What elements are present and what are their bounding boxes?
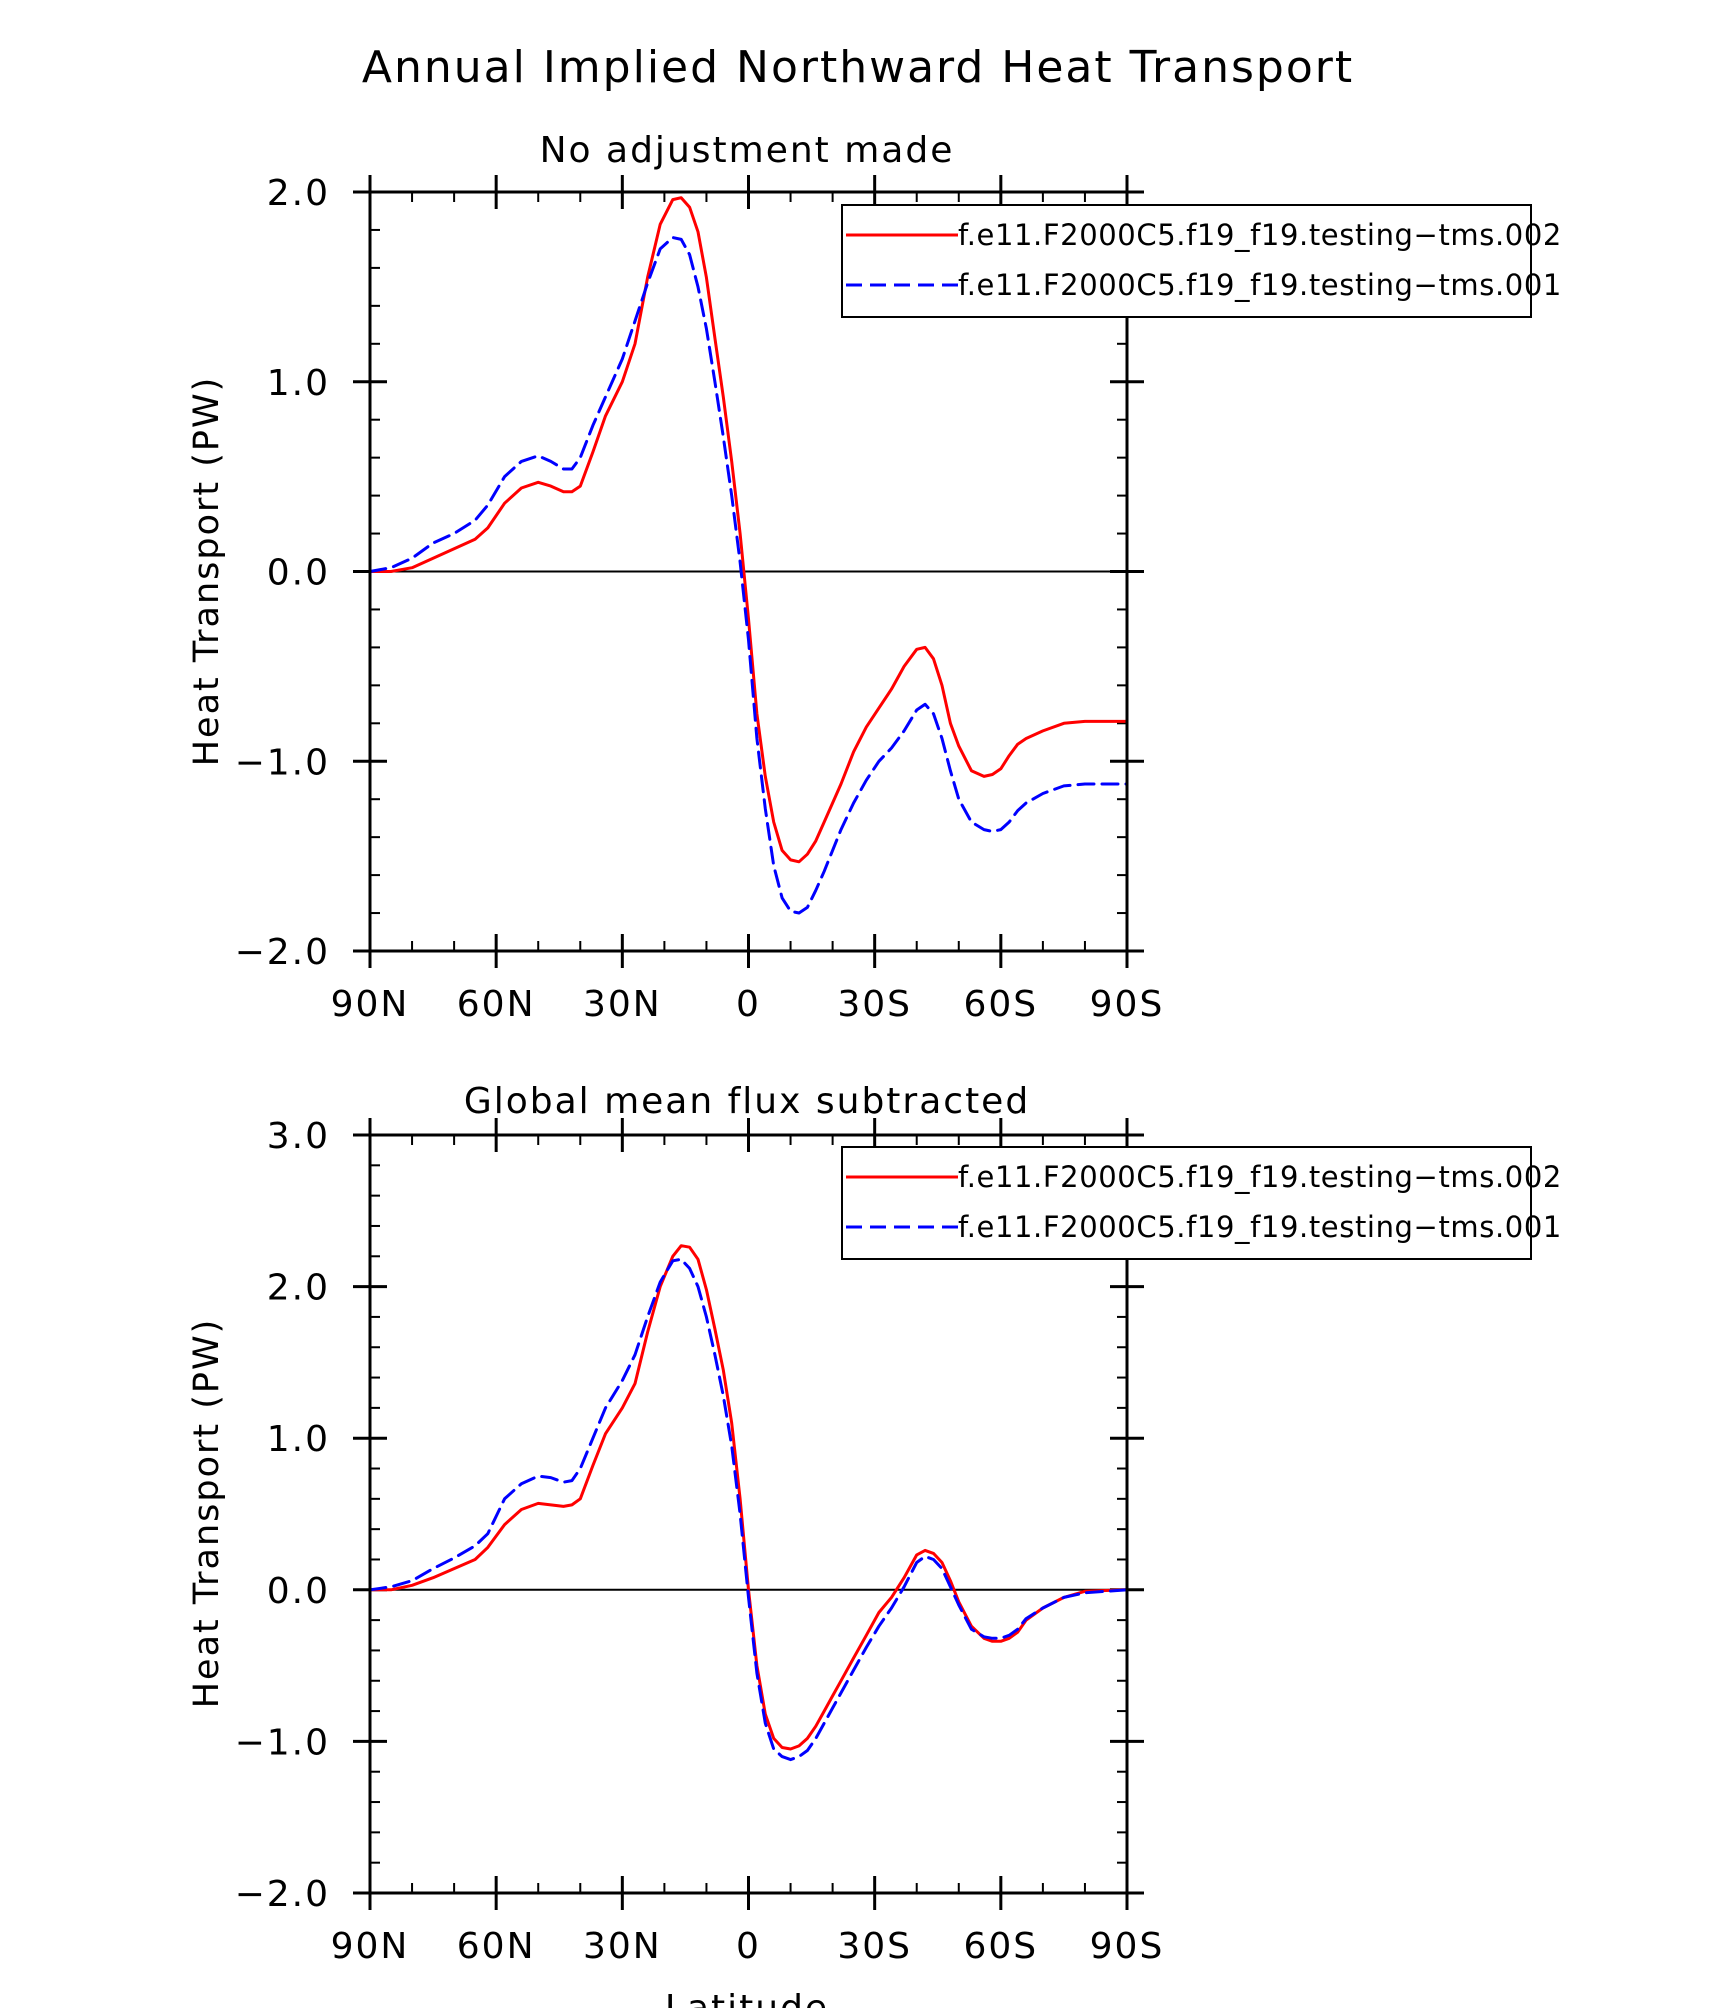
panel-1-plot-frame — [368, 190, 1129, 953]
panel-1-x-tick-label: 0 — [736, 984, 761, 1025]
panel-2-ticks: 90N 60N 30N 0 30S 60S 90S −2.0 −1.0 0.0 1.0 2.0 3.0 — [235, 1116, 1165, 1967]
panel-2-y-tick-label: −2.0 — [235, 1874, 330, 1915]
panel-2-legend: f.e11.F2000C5.f19_f19.testing−tms.002 f.… — [841, 1146, 1562, 1260]
panel-1-series — [368, 196, 1129, 915]
panel-2-x-tick-label: 90N — [331, 1926, 410, 1967]
panel-2-legend-box — [841, 1146, 1532, 1260]
panel-2-y-tick-label: −1.0 — [235, 1722, 330, 1763]
panel-2-x-tick-label: 60N — [457, 1926, 536, 1967]
panel-1-y-tick-label: 2.0 — [267, 173, 330, 214]
panel-2-series — [368, 1244, 1129, 1762]
panel-1-x-tick-label: 30N — [583, 984, 662, 1025]
panel-1-y-tick-label: −2.0 — [235, 932, 330, 973]
panel-2-x-tick-label: 0 — [736, 1926, 761, 1967]
panel-2-legend-label-002: f.e11.F2000C5.f19_f19.testing−tms.002 — [958, 1160, 1562, 1194]
panel-1-x-tick-label: 60S — [963, 984, 1038, 1025]
panel-2-x-tick-label: 90S — [1090, 1926, 1165, 1967]
panel-2-x-tick-label: 30S — [837, 1926, 912, 1967]
panel-1-y-tick-label: 1.0 — [267, 363, 330, 404]
panel-2-x-tick-label: 60S — [963, 1926, 1038, 1967]
panel-1-x-tick-label: 90N — [331, 984, 410, 1025]
panel-1-series-line-blue — [368, 236, 1129, 915]
panel-2-y-tick-label: 3.0 — [267, 1116, 330, 1157]
panel-2-y-tick-label: 2.0 — [267, 1268, 330, 1309]
panel-2-y-axis-label: Heat Transport (PW) — [187, 1318, 227, 1709]
panel-1-y-tick-label: −1.0 — [235, 742, 330, 783]
panel-global-mean-subtracted: Global mean flux subtracted Heat Transpo… — [187, 1081, 1562, 2008]
panel-2-plot-frame — [368, 1133, 1129, 1895]
panel-1-series-line-red — [368, 196, 1129, 864]
panel-2-x-tick-label: 30N — [583, 1926, 662, 1967]
panel-1-y-axis-label: Heat Transport (PW) — [187, 376, 227, 767]
panel-1-x-tick-label: 30S — [837, 984, 912, 1025]
panel-1-title: No adjustment made — [540, 130, 955, 171]
panel-2-y-tick-label: 1.0 — [267, 1419, 330, 1460]
panel-2-legend-label-001: f.e11.F2000C5.f19_f19.testing−tms.001 — [958, 1210, 1562, 1244]
panel-2-y-tick-label: 0.0 — [267, 1571, 330, 1612]
x-axis-label: Latitude — [665, 1988, 829, 2008]
figure-title: Annual Implied Northward Heat Transport — [362, 42, 1354, 93]
panel-no-adjustment: No adjustment made Heat Transport (PW) 9… — [187, 130, 1562, 1025]
panel-1-legend-label-001: f.e11.F2000C5.f19_f19.testing−tms.001 — [958, 268, 1562, 302]
panel-1-legend-label-002: f.e11.F2000C5.f19_f19.testing−tms.002 — [958, 218, 1562, 252]
panel-2-title: Global mean flux subtracted — [464, 1081, 1030, 1122]
panel-1-y-tick-label: 0.0 — [267, 553, 330, 594]
panel-1-x-tick-label: 90S — [1090, 984, 1165, 1025]
panel-2-series-line-blue — [368, 1257, 1129, 1762]
panel-1-x-tick-label: 60N — [457, 984, 536, 1025]
panel-1-legend-box — [841, 204, 1532, 318]
panel-1-legend: f.e11.F2000C5.f19_f19.testing−tms.002 f.… — [841, 204, 1562, 318]
